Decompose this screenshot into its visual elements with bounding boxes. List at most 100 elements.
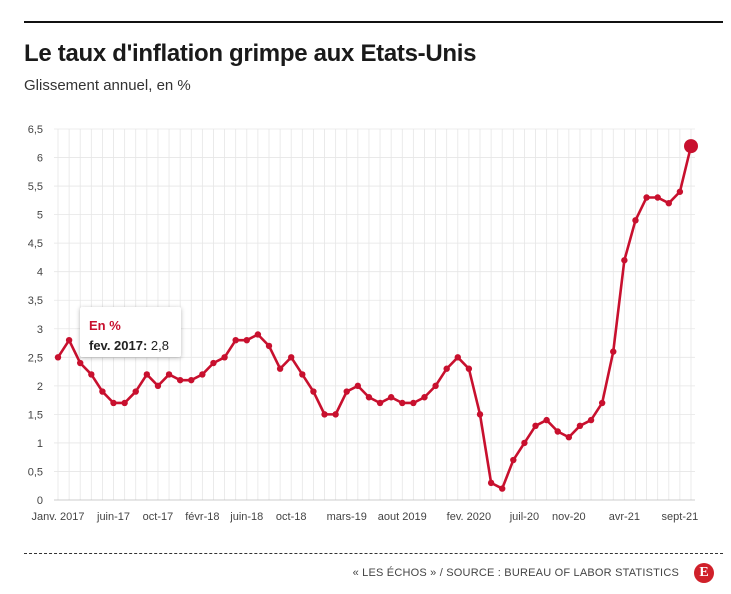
- data-point[interactable]: [165, 371, 173, 378]
- x-tick-label: avr-21: [609, 511, 640, 523]
- data-point[interactable]: [243, 336, 250, 344]
- x-tick-label: févr-18: [185, 511, 219, 523]
- data-point[interactable]: [376, 399, 384, 407]
- data-point[interactable]: [643, 194, 650, 201]
- tooltip-series-name: En %: [89, 318, 121, 333]
- x-tick-label: oct-18: [276, 511, 307, 523]
- data-point[interactable]: [399, 399, 406, 407]
- data-point[interactable]: [254, 331, 262, 338]
- data-point[interactable]: [654, 194, 661, 201]
- data-point[interactable]: [598, 399, 606, 407]
- y-tick-label: 4,5: [28, 238, 43, 250]
- top-rule: [24, 21, 723, 23]
- data-point[interactable]: [476, 411, 484, 418]
- x-tick-label: mars-19: [327, 511, 367, 523]
- data-point[interactable]: [454, 354, 461, 361]
- data-point[interactable]: [554, 428, 561, 435]
- x-tick-label: juin-18: [229, 511, 263, 523]
- x-tick-label: oct-17: [143, 511, 174, 523]
- data-point[interactable]: [676, 188, 684, 195]
- data-point[interactable]: [143, 371, 151, 378]
- data-point[interactable]: [154, 382, 162, 390]
- data-point[interactable]: [387, 394, 395, 401]
- data-point[interactable]: [499, 485, 506, 492]
- x-tick-label: Janv. 2017: [31, 511, 84, 523]
- data-point[interactable]: [487, 479, 495, 487]
- data-point[interactable]: [188, 376, 195, 384]
- line-chart[interactable]: 0 0,5 1 1,5 2 2,5 3 3,5 4 4,5 5 5,5 6 6,5 Janv. 2017 j…: [0, 0, 731, 550]
- data-point[interactable]: [621, 257, 628, 264]
- data-point[interactable]: [432, 382, 439, 390]
- data-point[interactable]: [521, 439, 528, 447]
- data-point[interactable]: [299, 371, 306, 378]
- x-tick-label: nov-20: [552, 511, 586, 523]
- x-tick-label: sept-21: [662, 511, 699, 523]
- data-point[interactable]: [210, 359, 217, 367]
- data-point[interactable]: [365, 394, 373, 401]
- y-tick-label: 3: [37, 324, 43, 336]
- x-tick-label: juil-20: [509, 511, 539, 523]
- y-tick-label: 1,5: [28, 409, 43, 421]
- data-point[interactable]: [465, 365, 473, 372]
- x-axis: Janv. 2017 juin-17 oct-17 févr-18 juin-18 oct…: [31, 511, 698, 523]
- chart-title: Le taux d'inflation grimpe aux Etats-Uni…: [24, 40, 477, 67]
- data-point[interactable]: [232, 336, 239, 344]
- data-point[interactable]: [610, 348, 617, 355]
- data-point[interactable]: [665, 200, 672, 207]
- y-tick-label: 6: [37, 153, 43, 165]
- x-tick-label: fev. 2020: [447, 511, 491, 523]
- y-tick-label: 5,5: [28, 181, 43, 193]
- x-tick-label: aout 2019: [378, 511, 427, 523]
- data-point[interactable]: [576, 422, 584, 429]
- data-point[interactable]: [176, 376, 184, 384]
- data-point[interactable]: [54, 354, 62, 361]
- source-note: « LES ÉCHOS » / SOURCE : BUREAU OF LABOR…: [352, 567, 679, 579]
- data-point[interactable]: [510, 456, 517, 464]
- data-point[interactable]: [565, 434, 573, 441]
- y-tick-label: 0,5: [28, 466, 43, 478]
- y-tick-label: 0: [37, 495, 43, 507]
- y-tick-label: 6,5: [28, 124, 43, 136]
- y-tick-label: 2: [37, 381, 43, 393]
- data-point[interactable]: [199, 371, 206, 378]
- data-point[interactable]: [132, 388, 139, 395]
- data-point[interactable]: [543, 416, 550, 424]
- footer-rule: [24, 553, 723, 554]
- tooltip-value: 2,8: [150, 338, 169, 353]
- y-tick-label: 1: [37, 438, 43, 450]
- tooltip-value-line: fev. 2017: 2,8: [89, 338, 169, 353]
- data-point[interactable]: [421, 394, 428, 401]
- y-tick-label: 4: [37, 267, 43, 279]
- data-point[interactable]: [443, 365, 450, 372]
- data-points: [54, 139, 698, 492]
- data-point[interactable]: [410, 399, 417, 407]
- data-point[interactable]: [321, 411, 328, 418]
- data-point[interactable]: [288, 354, 295, 361]
- tooltip: En % fev. 2017: 2,8: [80, 307, 181, 357]
- data-point[interactable]: [121, 399, 128, 407]
- data-point-highlight[interactable]: [684, 139, 698, 154]
- y-tick-label: 3,5: [28, 295, 43, 307]
- data-point[interactable]: [110, 399, 117, 407]
- data-point[interactable]: [221, 354, 228, 361]
- data-point[interactable]: [77, 359, 84, 367]
- les-echos-logo-icon: E: [694, 563, 714, 583]
- x-tick-label: juin-17: [96, 511, 130, 523]
- data-point[interactable]: [632, 217, 639, 224]
- data-point[interactable]: [354, 382, 362, 390]
- tooltip-date: fev. 2017:: [89, 338, 148, 353]
- data-point[interactable]: [99, 388, 106, 395]
- y-tick-label: 5: [37, 210, 43, 222]
- data-point[interactable]: [532, 422, 539, 429]
- y-tick-label: 2,5: [28, 352, 43, 364]
- data-point[interactable]: [343, 388, 350, 395]
- series-line: [56, 145, 693, 490]
- data-point[interactable]: [65, 336, 73, 344]
- data-point[interactable]: [310, 388, 317, 395]
- data-point[interactable]: [587, 416, 595, 424]
- data-point[interactable]: [265, 342, 273, 350]
- chart-subtitle: Glissement annuel, en %: [24, 77, 191, 94]
- data-point[interactable]: [332, 411, 339, 418]
- data-point[interactable]: [276, 365, 284, 372]
- data-point[interactable]: [88, 371, 95, 378]
